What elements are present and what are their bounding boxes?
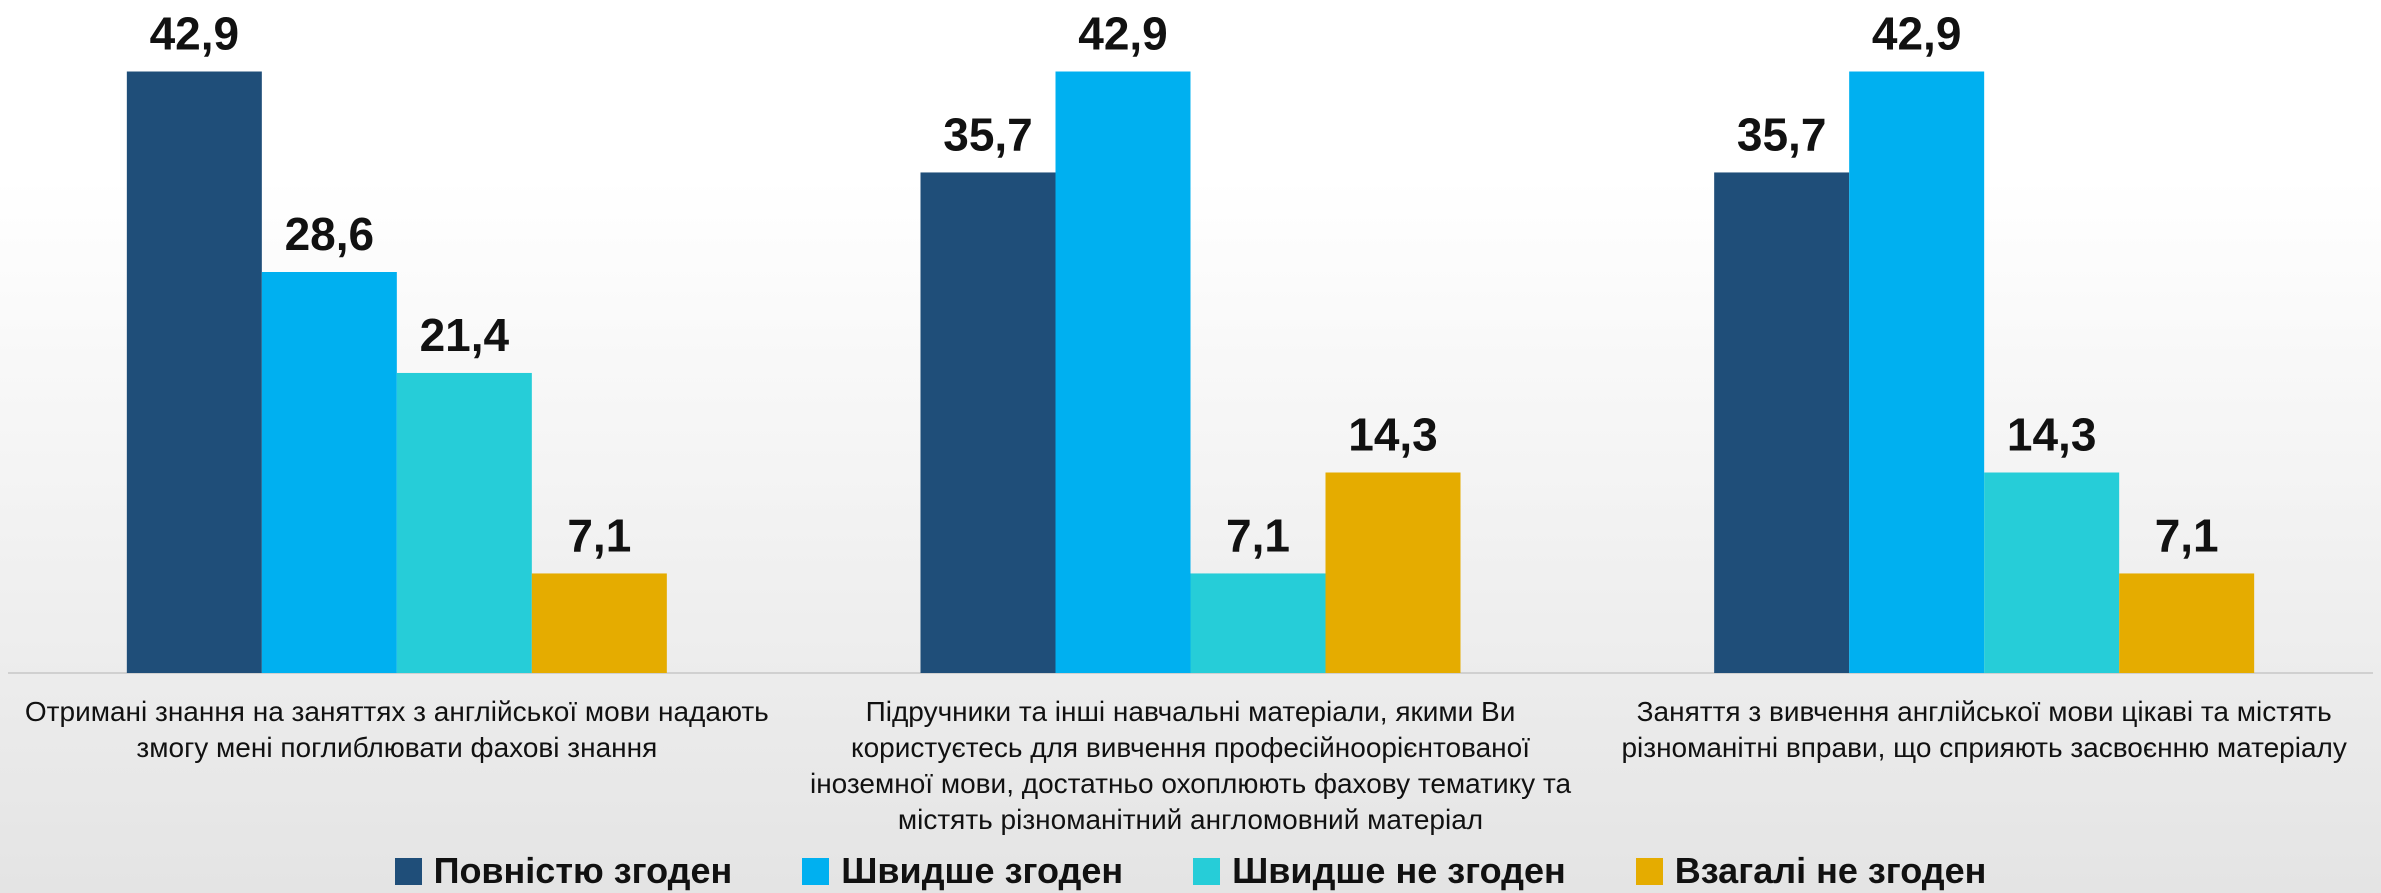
- value-label: 7,1: [2155, 509, 2219, 561]
- value-label: 21,4: [420, 309, 510, 361]
- bar: [126, 71, 262, 674]
- legend-swatch: [1635, 857, 1663, 885]
- legend-item: Повністю згоден: [394, 850, 733, 892]
- bar: [1325, 472, 1461, 673]
- value-label: 35,7: [1737, 108, 1827, 160]
- bar: [396, 372, 532, 673]
- bar: [1849, 71, 1985, 674]
- category-label-box: Заняття з вивчення англійської мови ціка…: [1621, 696, 2347, 763]
- legend-label: Швидше не згоден: [1232, 850, 1566, 891]
- legend-item: Взагалі не згоден: [1635, 850, 1987, 892]
- value-label: 14,3: [1348, 409, 1438, 461]
- legend: Повністю згоден Швидше згоден Швидше не зг…: [0, 850, 2381, 892]
- value-label: 35,7: [943, 108, 1033, 160]
- value-label: 14,3: [2007, 409, 2097, 461]
- bar: [1190, 573, 1326, 673]
- value-label: 42,9: [1078, 8, 1168, 60]
- legend-label: Швидше згоден: [841, 850, 1124, 891]
- x-tick-label: Підручники та інші навчальні матеріали, …: [809, 696, 1572, 835]
- value-label: 42,9: [1872, 8, 1962, 60]
- bar: [261, 272, 397, 673]
- value-label: 7,1: [1226, 509, 1290, 561]
- value-label: 7,1: [567, 509, 631, 561]
- value-label: 28,6: [285, 208, 375, 260]
- legend-swatch: [394, 857, 422, 885]
- legend-swatch: [1193, 857, 1221, 885]
- legend-label: Повністю згоден: [433, 850, 733, 891]
- legend-label: Взагалі не згоден: [1674, 850, 1987, 891]
- x-tick-label: Заняття з вивчення англійської мови ціка…: [1621, 696, 2347, 763]
- bar: [1714, 172, 1850, 674]
- legend-item: Швидше не згоден: [1193, 850, 1566, 892]
- x-tick-label: Отримані знання на заняттях з англійсько…: [24, 696, 769, 763]
- chart: Отримані знання на заняттях з англійсько…: [8, 8, 2373, 835]
- bar: [531, 573, 667, 673]
- legend-item: Швидше згоден: [802, 850, 1123, 892]
- bar: [920, 172, 1056, 674]
- bar: [2119, 573, 2255, 673]
- category-label-box: Підручники та інші навчальні матеріали, …: [809, 696, 1572, 835]
- bar: [1055, 71, 1191, 674]
- bar: [1984, 472, 2120, 673]
- legend-swatch: [802, 857, 830, 885]
- category-label-box: Отримані знання на заняттях з англійсько…: [24, 696, 769, 763]
- value-label: 42,9: [150, 8, 240, 60]
